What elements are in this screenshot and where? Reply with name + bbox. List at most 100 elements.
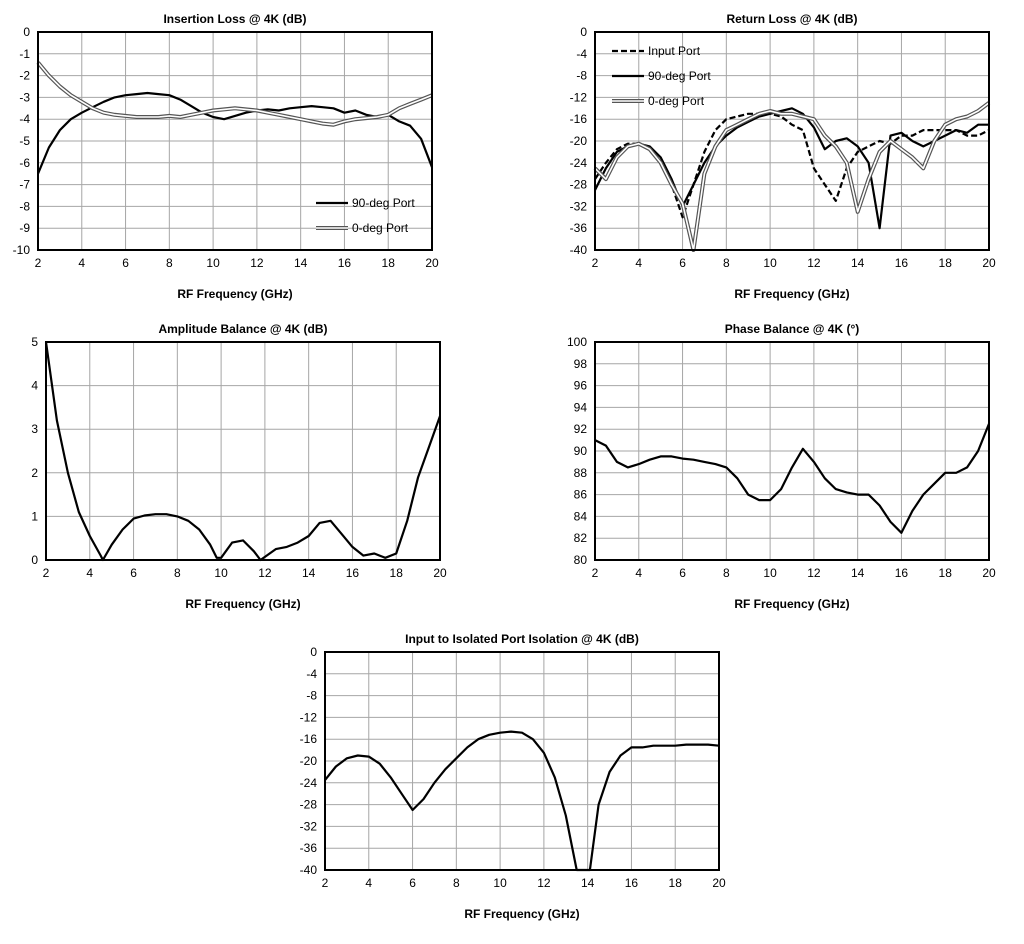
- y-tick-label: 86: [574, 488, 588, 502]
- y-tick-label: 98: [574, 357, 588, 371]
- y-tick-label: 3: [31, 422, 38, 436]
- y-tick-label: -8: [306, 689, 317, 703]
- x-tick-label: 8: [723, 256, 730, 270]
- chart-isolation: Input to Isolated Port Isolation @ 4K (d…: [300, 632, 726, 921]
- y-tick-label: 4: [31, 379, 38, 393]
- x-tick-label: 4: [635, 256, 642, 270]
- y-tick-label: -8: [576, 69, 587, 83]
- x-tick-label: 14: [851, 566, 865, 580]
- plot-frame: [45, 341, 441, 561]
- x-tick-label: 18: [390, 566, 404, 580]
- x-tick-label: 18: [939, 566, 953, 580]
- series-line-2-inner: [594, 102, 990, 251]
- y-tick-label: -16: [570, 112, 588, 126]
- y-tick-label: -9: [19, 221, 30, 235]
- x-tick-label: 14: [581, 876, 595, 890]
- x-axis-label: RF Frequency (GHz): [734, 287, 849, 301]
- y-tick-label: -4: [576, 47, 587, 61]
- x-tick-label: 2: [592, 566, 599, 580]
- legend-label: 0-deg Port: [648, 94, 705, 108]
- x-tick-label: 16: [346, 566, 360, 580]
- y-tick-label: -7: [19, 178, 30, 192]
- y-tick-label: -36: [300, 841, 318, 855]
- x-tick-label: 10: [763, 256, 777, 270]
- y-tick-label: 0: [580, 25, 587, 39]
- y-tick-label: 84: [574, 509, 588, 523]
- x-tick-label: 14: [302, 566, 316, 580]
- legend-entry: 0-deg Port: [612, 94, 705, 108]
- x-axis-label: RF Frequency (GHz): [464, 907, 579, 921]
- x-tick-label: 20: [433, 566, 447, 580]
- legend-entry: 0-deg Port: [316, 221, 409, 235]
- y-tick-label: 80: [574, 553, 588, 567]
- legend-label: 90-deg Port: [352, 196, 415, 210]
- x-tick-label: 6: [409, 876, 416, 890]
- y-tick-label: 5: [31, 335, 38, 349]
- x-tick-label: 12: [807, 256, 821, 270]
- plot-frame: [594, 31, 990, 251]
- x-tick-label: 10: [763, 566, 777, 580]
- series-line-0: [44, 341, 442, 562]
- x-tick-label: 6: [122, 256, 129, 270]
- x-axis-label: RF Frequency (GHz): [734, 597, 849, 611]
- legend-label: 0-deg Port: [352, 221, 409, 235]
- x-tick-label: 20: [712, 876, 726, 890]
- series-line-0: [594, 112, 990, 219]
- chart-return-loss: Return Loss @ 4K (dB) 2 4 6 8 10 12 14 16 18 20 0 -4…: [570, 12, 996, 301]
- y-tick-label: -24: [570, 156, 588, 170]
- x-tick-label: 18: [939, 256, 953, 270]
- x-tick-label: 10: [214, 566, 228, 580]
- y-tick-label: -16: [300, 732, 318, 746]
- y-tick-label: 100: [567, 335, 587, 349]
- x-tick-label: 2: [592, 256, 599, 270]
- y-tick-label: -32: [300, 819, 318, 833]
- y-tick-label: 96: [574, 379, 588, 393]
- x-tick-label: 8: [166, 256, 173, 270]
- y-tick-label: -5: [19, 134, 30, 148]
- y-tick-label: 88: [574, 466, 588, 480]
- series-line-0: [324, 730, 720, 872]
- y-tick-label: 82: [574, 531, 588, 545]
- x-tick-label: 6: [679, 566, 686, 580]
- x-tick-label: 10: [493, 876, 507, 890]
- x-tick-label: 6: [679, 256, 686, 270]
- chart-title: Phase Balance @ 4K (°): [725, 322, 860, 336]
- plot-frame: [594, 341, 990, 561]
- x-tick-label: 2: [43, 566, 50, 580]
- y-tick-label: -10: [13, 243, 31, 257]
- y-tick-label: -1: [19, 47, 30, 61]
- x-tick-label: 2: [322, 876, 329, 890]
- y-tick-label: -28: [570, 178, 588, 192]
- y-tick-label: -20: [300, 754, 318, 768]
- x-axis-label: RF Frequency (GHz): [185, 597, 300, 611]
- x-tick-label: 8: [453, 876, 460, 890]
- y-tick-label: 94: [574, 400, 588, 414]
- legend-entry: 90-deg Port: [612, 69, 711, 83]
- y-tick-label: 0: [31, 553, 38, 567]
- y-tick-label: -40: [300, 863, 318, 877]
- series-line-1-inner: [37, 61, 433, 126]
- x-tick-label: 8: [723, 566, 730, 580]
- x-tick-label: 18: [382, 256, 396, 270]
- series-line-0: [36, 91, 434, 175]
- y-tick-label: 90: [574, 444, 588, 458]
- x-tick-label: 4: [86, 566, 93, 580]
- x-tick-label: 12: [258, 566, 272, 580]
- y-tick-label: -32: [570, 199, 588, 213]
- chart-title: Return Loss @ 4K (dB): [726, 12, 857, 26]
- y-tick-label: -6: [19, 156, 30, 170]
- x-tick-label: 6: [130, 566, 137, 580]
- plot-frame: [324, 651, 720, 871]
- y-tick-label: -2: [19, 69, 30, 83]
- chart-title: Insertion Loss @ 4K (dB): [163, 12, 306, 26]
- x-tick-label: 16: [895, 256, 909, 270]
- x-tick-label: 14: [851, 256, 865, 270]
- y-tick-label: -20: [570, 134, 588, 148]
- y-tick-label: 0: [310, 645, 317, 659]
- plot-frame: [37, 31, 433, 251]
- legend-label: 90-deg Port: [648, 69, 711, 83]
- series-line-1: [594, 107, 989, 230]
- series-line-0: [594, 423, 991, 534]
- x-tick-label: 16: [625, 876, 639, 890]
